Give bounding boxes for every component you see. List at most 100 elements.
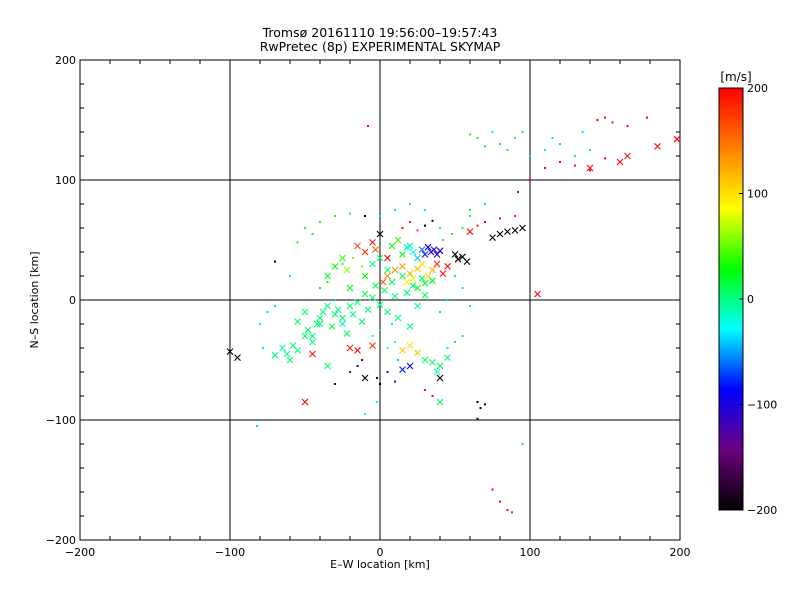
scatter-point-dot bbox=[319, 221, 321, 223]
scatter-point-dot bbox=[529, 155, 531, 157]
scatter-point-x bbox=[418, 246, 426, 253]
scatter-point-x bbox=[418, 275, 426, 282]
scatter-point-dot bbox=[484, 145, 486, 148]
y-tick-label: 0 bbox=[69, 294, 76, 307]
scatter-point-x bbox=[369, 294, 376, 301]
scatter-point-dot bbox=[376, 401, 378, 403]
scatter-point-dot bbox=[551, 137, 554, 139]
scatter-points bbox=[226, 116, 681, 514]
scatter-point-x bbox=[346, 284, 354, 292]
scatter-point-dot bbox=[446, 347, 449, 349]
scatter-point-x bbox=[403, 278, 411, 286]
scatter-point-x bbox=[354, 347, 361, 354]
scatter-point-dot bbox=[574, 164, 576, 167]
scatter-point-dot bbox=[514, 215, 516, 217]
scatter-point-dot bbox=[379, 329, 381, 331]
scatter-point-dot bbox=[544, 167, 546, 169]
scatter-point-dot bbox=[256, 425, 258, 427]
scatter-point-dot bbox=[469, 305, 471, 307]
scatter-point-x bbox=[444, 263, 451, 270]
scatter-point-x bbox=[424, 243, 432, 251]
scatter-point-dot bbox=[506, 509, 509, 511]
scatter-point-x bbox=[414, 349, 421, 357]
scatter-point-dot bbox=[334, 299, 336, 301]
scatter-point-x bbox=[391, 293, 399, 300]
scatter-point-x bbox=[384, 254, 391, 262]
scatter-point-x bbox=[418, 260, 426, 268]
scatter-point-dot bbox=[391, 323, 393, 325]
colorbar-ticks: 200 100 0 −100 −200 bbox=[739, 82, 777, 517]
scatter-point-dot bbox=[376, 377, 378, 379]
scatter-point-x bbox=[414, 284, 421, 292]
scatter-point-dot bbox=[461, 287, 464, 289]
scatter-point-dot bbox=[296, 241, 299, 244]
y-tick-label: −100 bbox=[46, 414, 76, 427]
scatter-point-x bbox=[301, 398, 309, 406]
x-tick-label: 0 bbox=[377, 546, 384, 559]
scatter-point-x bbox=[379, 278, 387, 286]
scatter-point-x bbox=[343, 266, 351, 274]
scatter-point-dot bbox=[544, 149, 546, 151]
scatter-point-x bbox=[519, 224, 526, 232]
scatter-point-x bbox=[406, 342, 414, 349]
scatter-point-dot bbox=[361, 265, 363, 268]
scatter-point-x bbox=[313, 320, 321, 328]
scatter-point-dot bbox=[499, 500, 501, 503]
scatter-point-dot bbox=[559, 161, 561, 163]
x-tick-label: 200 bbox=[670, 546, 691, 559]
scatter-point-x bbox=[376, 301, 384, 309]
scatter-point-x bbox=[399, 347, 406, 354]
scatter-point-x bbox=[403, 289, 411, 297]
scatter-point-dot bbox=[439, 311, 441, 313]
scatter-point-dot bbox=[461, 335, 464, 337]
scatter-point-dot bbox=[431, 395, 434, 397]
scatter-point-dot bbox=[431, 219, 434, 222]
scatter-point-x bbox=[294, 347, 301, 354]
scatter-point-x bbox=[369, 239, 376, 246]
scatter-point-dot bbox=[379, 383, 381, 385]
scatter-point-x bbox=[406, 362, 414, 370]
colorbar-tick-label: −200 bbox=[747, 504, 777, 517]
scatter-point-dot bbox=[394, 380, 396, 383]
scatter-point-dot bbox=[349, 371, 351, 373]
scatter-point-x bbox=[343, 330, 351, 337]
scatter-point-x bbox=[334, 306, 342, 313]
scatter-point-dot bbox=[424, 224, 426, 227]
scatter-point-x bbox=[454, 255, 462, 263]
scatter-point-x bbox=[354, 242, 361, 250]
scatter-point-x bbox=[358, 318, 366, 325]
scatter-point-x bbox=[439, 270, 447, 277]
scatter-point-x bbox=[324, 272, 331, 280]
scatter-point-dot bbox=[604, 116, 606, 119]
scatter-point-dot bbox=[424, 209, 426, 211]
x-axis-label: E–W location [km] bbox=[330, 558, 430, 571]
y-axis-label: N–S location [km] bbox=[28, 251, 41, 348]
scatter-point-x bbox=[381, 287, 388, 294]
scatter-point-dot bbox=[646, 116, 648, 119]
scatter-point-dot bbox=[559, 143, 561, 145]
scatter-point-x bbox=[430, 246, 438, 253]
scatter-point-dot bbox=[454, 275, 456, 277]
scatter-point-dot bbox=[626, 125, 629, 127]
scatter-point-x bbox=[511, 227, 519, 234]
scatter-point-dot bbox=[469, 133, 471, 136]
scatter-point-x bbox=[294, 318, 301, 325]
scatter-point-dot bbox=[479, 407, 482, 409]
scatter-point-dot bbox=[409, 221, 411, 223]
scatter-point-x bbox=[624, 152, 631, 160]
scatter-point-x bbox=[399, 263, 406, 270]
scatter-point-dot bbox=[326, 281, 329, 283]
scatter-point-dot bbox=[451, 233, 453, 235]
scatter-point-x bbox=[319, 308, 327, 316]
scatter-point-dot bbox=[341, 263, 344, 265]
scatter-point-x bbox=[414, 302, 421, 310]
scatter-point-dot bbox=[319, 287, 321, 289]
scatter-point-x bbox=[409, 275, 417, 282]
x-tick-label: 100 bbox=[520, 546, 541, 559]
scatter-point-x bbox=[421, 291, 429, 299]
scatter-point-x bbox=[372, 282, 379, 289]
scatter-point-dot bbox=[364, 413, 366, 415]
scatter-point-x bbox=[436, 398, 444, 406]
scatter-point-x bbox=[372, 246, 379, 253]
